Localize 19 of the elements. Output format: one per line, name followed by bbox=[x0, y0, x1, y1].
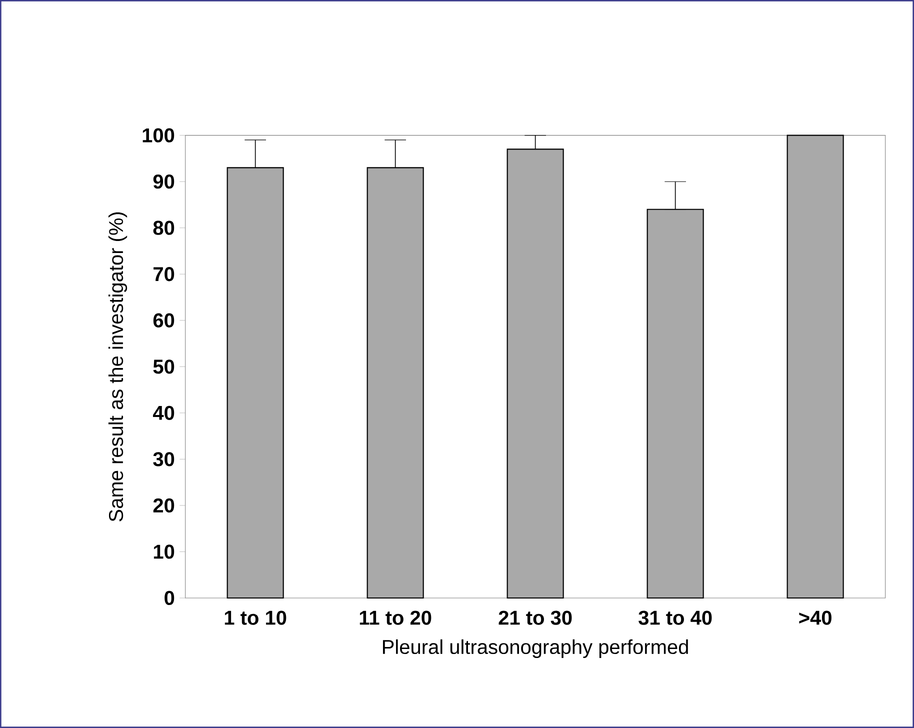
x-tick-label: 21 to 30 bbox=[498, 610, 572, 625]
y-tick-label: 20 bbox=[153, 498, 174, 513]
y-tick-label: 10 bbox=[154, 544, 174, 559]
y-tick-label: 40 bbox=[152, 406, 174, 420]
y-tick-label: 50 bbox=[153, 360, 174, 374]
y-axis-title: Same result as the investigator (%) bbox=[108, 212, 128, 522]
x-tick-label: 1 to 10 bbox=[224, 610, 286, 625]
y-tick-label: 30 bbox=[153, 452, 174, 466]
y-tick-label: 60 bbox=[153, 313, 174, 328]
x-tick-label: 11 to 20 bbox=[360, 610, 432, 625]
y-tick-label: 80 bbox=[153, 220, 174, 235]
bar bbox=[786, 134, 844, 599]
x-tick-label: >40 bbox=[799, 610, 832, 625]
y-tick-label: 100 bbox=[142, 128, 174, 142]
y-tick-label: 70 bbox=[154, 267, 174, 282]
x-tick-label: 31 to 40 bbox=[638, 610, 712, 625]
x-axis-title: Pleural ultrasonography performed bbox=[382, 639, 688, 658]
y-tick-label: 90 bbox=[153, 174, 174, 189]
y-tick-label: 0 bbox=[164, 590, 174, 606]
